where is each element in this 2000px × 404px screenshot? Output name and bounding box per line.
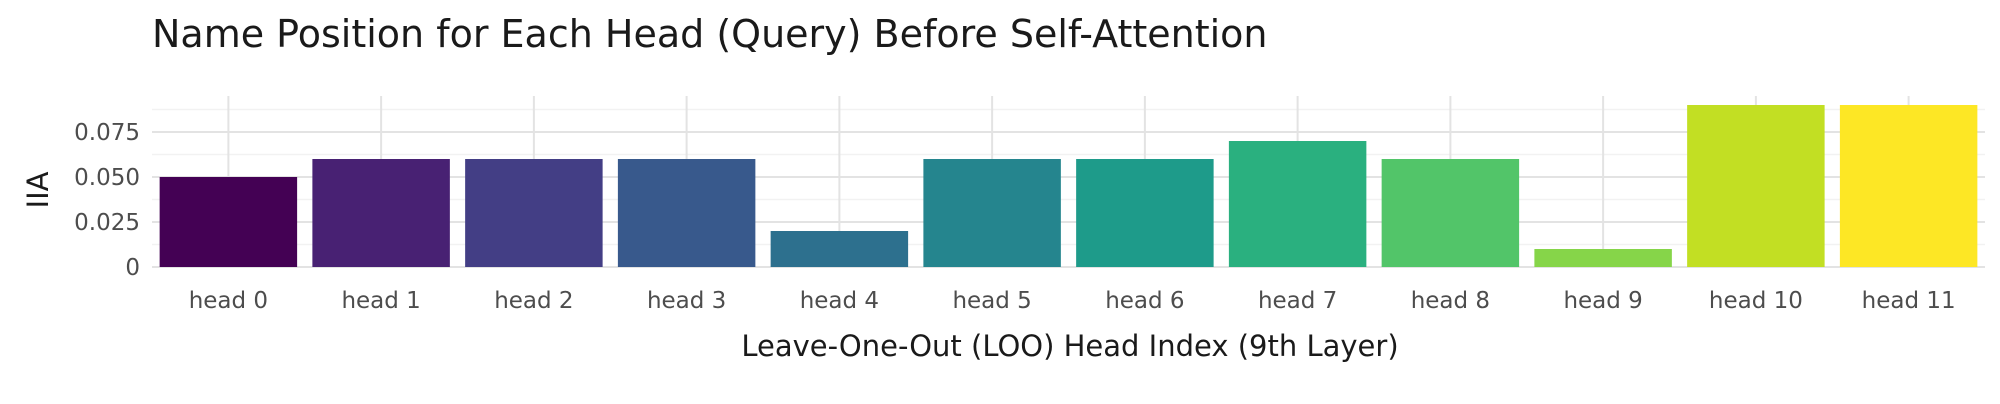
bar (1228, 141, 1367, 267)
chart-title: Name Position for Each Head (Query) Befo… (152, 12, 1268, 56)
bar (1381, 159, 1520, 267)
y-tick-label: 0.050 (74, 165, 140, 191)
x-tick-label: head 9 (1563, 288, 1642, 314)
bar (923, 159, 1061, 267)
y-tick-label: 0.025 (74, 210, 140, 236)
bar (770, 231, 909, 267)
x-tick-label: head 0 (189, 288, 268, 314)
x-tick-label: head 6 (1105, 288, 1184, 314)
x-tick-label: head 5 (952, 288, 1031, 314)
bar (1534, 249, 1672, 267)
bar (1076, 159, 1214, 267)
x-tick-label: head 4 (800, 288, 879, 314)
y-axis-label: IIA (21, 171, 55, 208)
x-tick-label: head 8 (1411, 288, 1490, 314)
x-tick-label: head 11 (1862, 288, 1956, 314)
x-tick-label: head 3 (647, 288, 726, 314)
x-axis-label: Leave-One-Out (LOO) Head Index (9th Laye… (741, 329, 1398, 363)
x-tick-label: head 7 (1258, 288, 1337, 314)
x-tick-label: head 2 (494, 288, 573, 314)
bar (465, 159, 603, 267)
bar (159, 177, 298, 267)
y-tick-label: 0.075 (74, 120, 140, 146)
bar (617, 159, 756, 267)
bars (159, 105, 1978, 267)
bar (1839, 105, 1978, 267)
x-tick-label: head 1 (341, 288, 420, 314)
x-tick-labels: head 0 head 1 head 2 head 3 head 4 head 5 head… (189, 288, 1956, 314)
bar (1687, 105, 1825, 267)
bar (312, 159, 450, 267)
x-tick-label: head 10 (1709, 288, 1803, 314)
y-tick-labels: 0 0.025 0.050 0.075 (74, 120, 140, 281)
y-tick-label: 0 (125, 255, 140, 281)
